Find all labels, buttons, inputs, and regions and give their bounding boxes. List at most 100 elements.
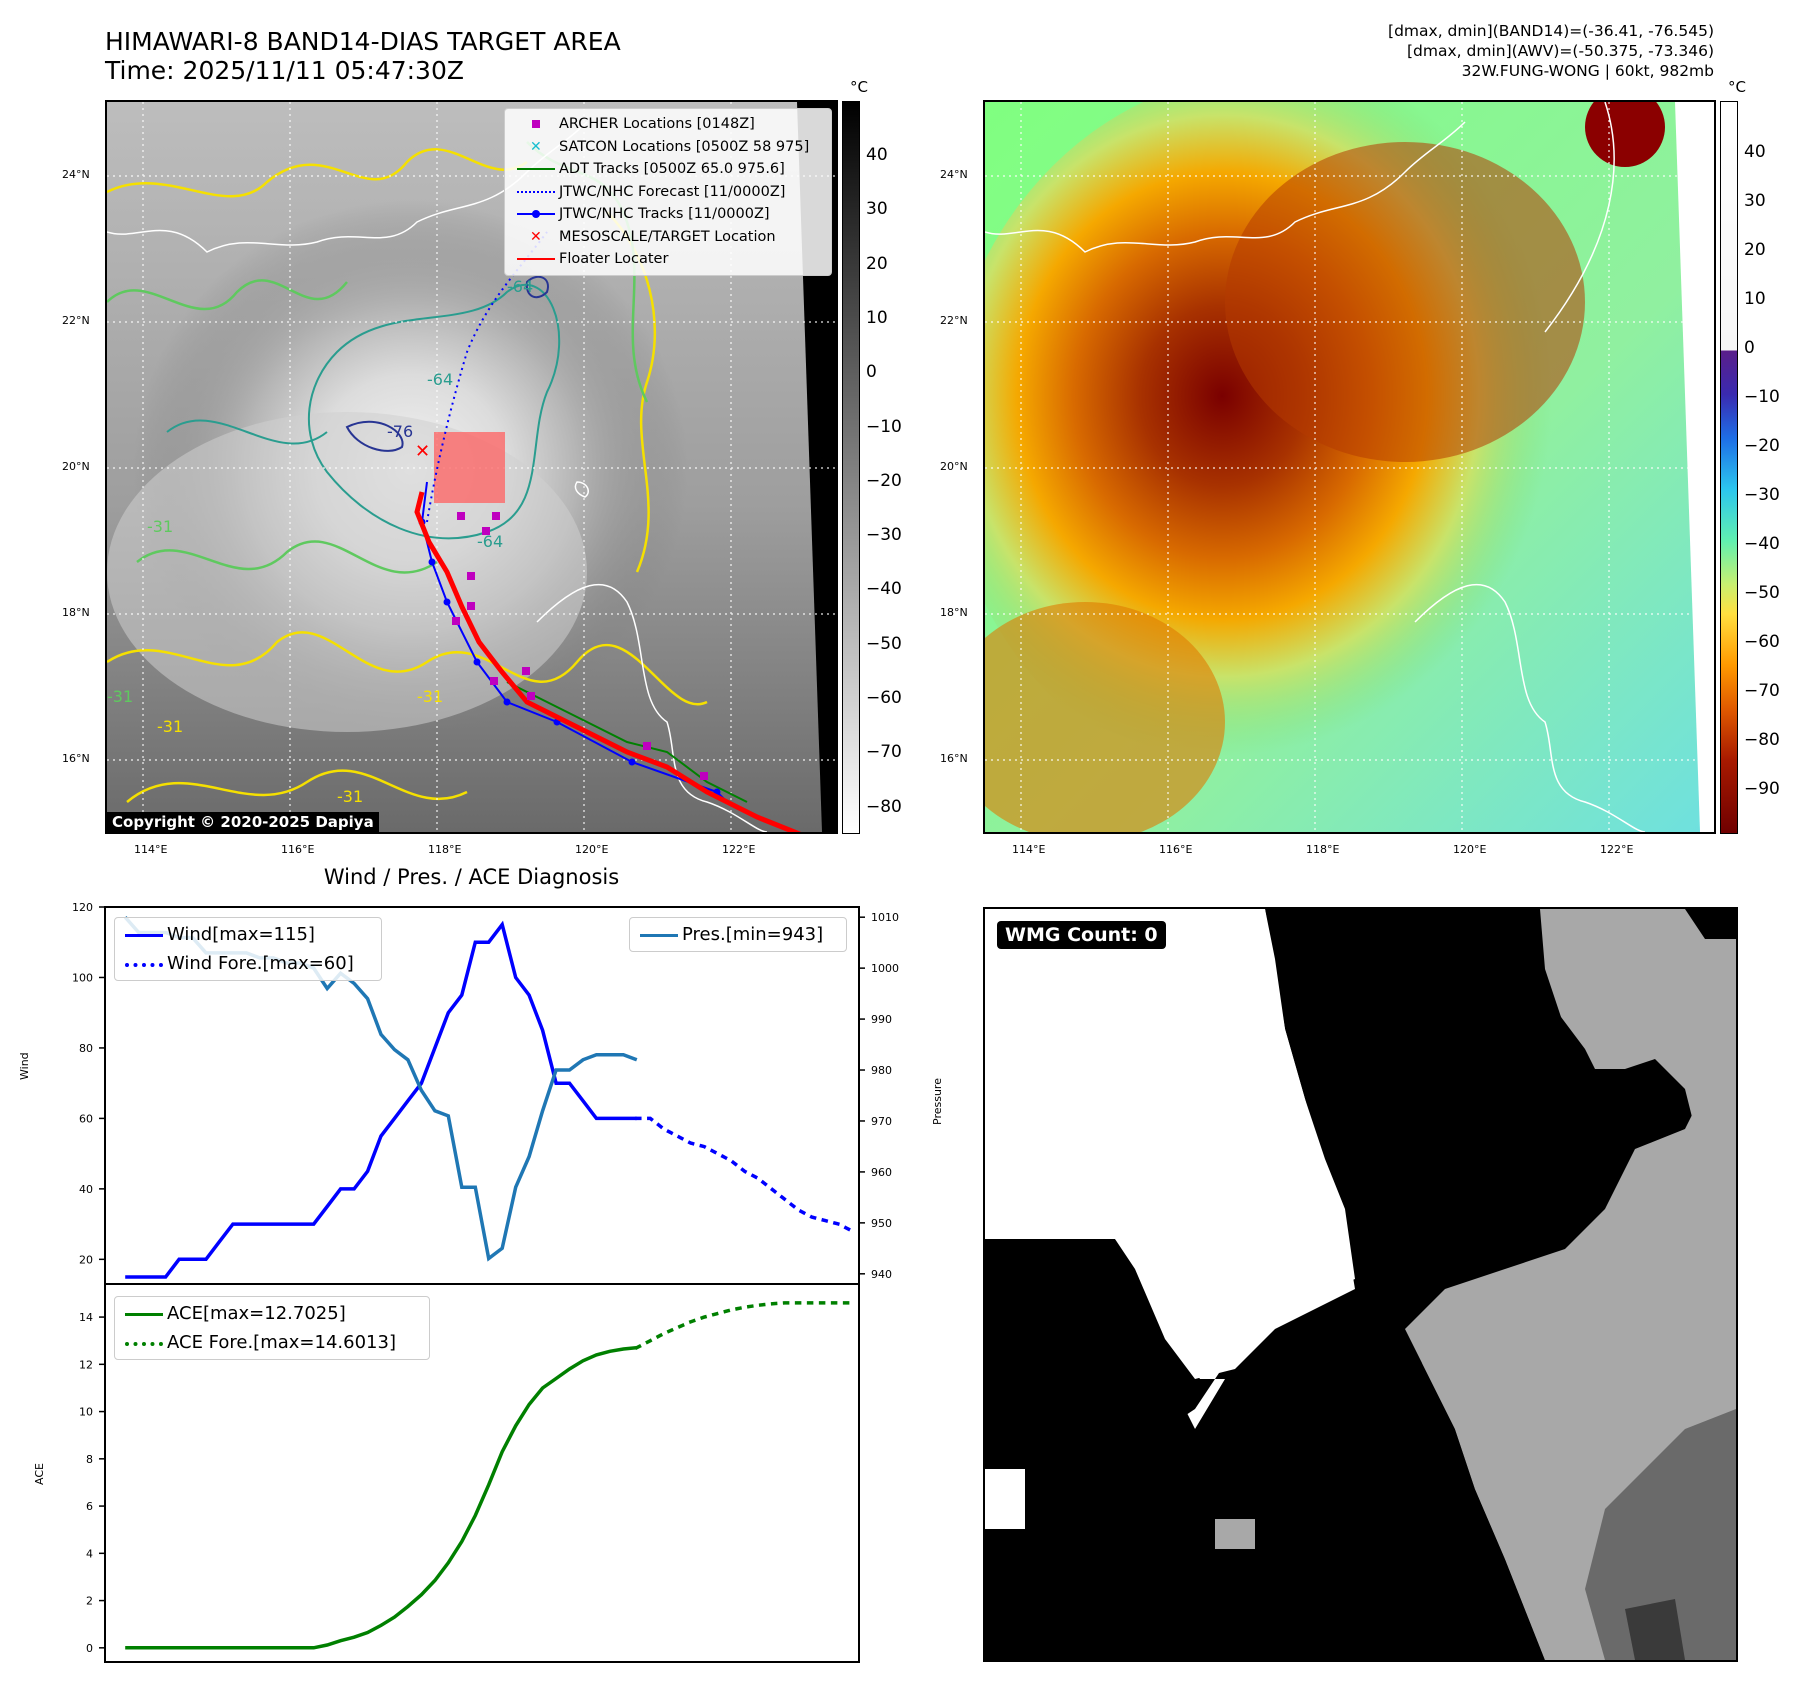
pressure-legend: Pres.[min=943] <box>629 917 847 952</box>
copyright-label: Copyright © 2020-2025 Dapiya <box>107 812 379 832</box>
contour-label: -31 <box>147 517 173 536</box>
colorbar-unit: °C <box>1728 78 1746 96</box>
square-marker-icon <box>515 114 559 134</box>
colorbar-tick-label: 10 <box>866 307 888 328</box>
wmg-image <box>985 909 1736 1660</box>
ace-tick-label: 6 <box>86 1500 93 1513</box>
lat-label: 20°N <box>940 460 968 473</box>
legend-item-wind-forecast: Wind Fore.[max=60] <box>123 949 373 978</box>
lon-label: 114°E <box>134 843 168 856</box>
legend-item-wind: Wind[max=115] <box>123 920 373 949</box>
lat-label: 16°N <box>940 752 968 765</box>
legend-item-jtwc-forecast: JTWC/NHC Forecast [11/0000Z] <box>515 181 821 204</box>
contour-label: -31 <box>337 787 363 806</box>
pressure-axis-label: Pressure <box>931 1078 944 1125</box>
wind-tick-label: 80 <box>79 1042 93 1055</box>
contour-label: -31 <box>157 717 183 736</box>
colorbar-tick-label: −10 <box>866 416 902 437</box>
pressure-tick-label: 990 <box>871 1013 892 1026</box>
adt-track <box>506 681 748 803</box>
floater-locater-track <box>414 491 802 832</box>
colorbar-tick-label: −20 <box>866 470 902 491</box>
dotted-line-icon <box>515 182 559 202</box>
figure-time: Time: 2025/11/11 05:47:30Z <box>105 56 464 85</box>
diagnosis-title: Wind / Pres. / ACE Diagnosis <box>323 865 620 889</box>
legend-item-pressure: Pres.[min=943] <box>638 920 838 949</box>
colorbar-tick-label: −20 <box>1744 436 1780 456</box>
diagnosis-chart: 1201008060402010101000990980970960950940… <box>72 901 899 1663</box>
legend-item-target: ✕ MESOSCALE/TARGET Location <box>515 226 821 249</box>
contour-label: -31 <box>107 687 133 706</box>
solid-line-icon <box>123 925 167 945</box>
ace-tick-label: 4 <box>86 1547 93 1560</box>
pressure-tick-label: 1000 <box>871 962 899 975</box>
pressure-tick-label: 1010 <box>871 911 899 924</box>
lon-label: 114°E <box>1012 843 1046 856</box>
colorbar-tick-label: 30 <box>1744 191 1766 211</box>
pressure-tick-label: 940 <box>871 1268 892 1281</box>
x-marker-icon: ✕ <box>530 228 542 245</box>
colorbar-tick-label: −40 <box>866 579 902 600</box>
wmg-count-badge: WMG Count: 0 <box>997 921 1166 949</box>
lat-label: 24°N <box>62 168 90 181</box>
colorbar-tick-label: −30 <box>1744 485 1780 505</box>
lon-label: 120°E <box>1453 843 1487 856</box>
colorbar-tick-label: −70 <box>1744 681 1780 701</box>
wind-tick-label: 20 <box>79 1253 93 1266</box>
lat-label: 22°N <box>62 314 90 327</box>
band14-map-panel: -64 -64 -76 -31 -31 -31 -31 -31 -64 <box>105 100 838 834</box>
contour-label: -64 <box>507 277 533 296</box>
colorbar-tick-label: −60 <box>1744 632 1780 652</box>
pressure-tick-label: 970 <box>871 1115 892 1128</box>
legend-item-jtwc-tracks: JTWC/NHC Tracks [11/0000Z] <box>515 203 821 226</box>
ace-tick-label: 14 <box>79 1311 93 1324</box>
dotted-line-icon <box>123 954 167 974</box>
awv-colorbar <box>1720 101 1738 834</box>
colorbar-tick-label: −30 <box>866 525 902 546</box>
jtwc-forecast-track <box>426 231 548 523</box>
colorbar-tick-label: −40 <box>1744 534 1780 554</box>
contour-label: -31 <box>417 687 443 706</box>
dotted-line-icon <box>123 1333 167 1353</box>
wind-tick-label: 40 <box>79 1183 93 1196</box>
colorbar-tick-label: −80 <box>866 796 902 817</box>
x-marker-icon: ✕ <box>530 138 542 155</box>
ace-tick-label: 10 <box>79 1406 93 1419</box>
lat-label: 16°N <box>62 752 90 765</box>
colorbar-tick-label: 30 <box>866 199 888 220</box>
colorbar-tick-label: −50 <box>1744 583 1780 603</box>
dmax-awv: [dmax, dmin](AWV)=(-50.375, -73.346) <box>1407 42 1714 60</box>
contour-label: -64 <box>427 370 453 389</box>
wind-forecast-series-line <box>635 1116 855 1234</box>
pressure-tick-label: 950 <box>871 1217 892 1230</box>
storm-info: 32W.FUNG-WONG | 60kt, 982mb <box>1461 62 1714 80</box>
lon-label: 116°E <box>1159 843 1193 856</box>
lon-label: 122°E <box>1600 843 1634 856</box>
contour-label: -64 <box>477 532 503 551</box>
lon-label: 120°E <box>575 843 609 856</box>
ace-forecast-series-line <box>634 1301 855 1351</box>
colorbar-tick-label: 20 <box>1744 240 1766 260</box>
ace-legend: ACE[max=12.7025] ACE Fore.[max=14.6013] <box>114 1296 430 1360</box>
figure-title: HIMAWARI-8 BAND14-DIAS TARGET AREA <box>105 27 621 56</box>
wind-series-line <box>125 920 637 1279</box>
colorbar-tick-label: −60 <box>866 688 902 708</box>
legend-item-archer: ARCHER Locations [0148Z] <box>515 113 821 136</box>
colorbar-tick-label: −50 <box>866 633 902 654</box>
map-legend: ARCHER Locations [0148Z] ✕ SATCON Locatio… <box>504 108 832 276</box>
lon-label: 122°E <box>722 843 756 856</box>
wind-tick-label: 60 <box>79 1112 93 1125</box>
ace-axes <box>104 1283 860 1663</box>
wind-legend: Wind[max=115] Wind Fore.[max=60] <box>114 917 382 981</box>
lat-label: 18°N <box>940 606 968 619</box>
awv-map <box>985 102 1714 832</box>
lat-label: 20°N <box>62 460 90 473</box>
line-dot-icon <box>515 204 559 224</box>
lon-label: 116°E <box>281 843 315 856</box>
legend-item-adt: ADT Tracks [0500Z 65.0 975.6] <box>515 158 821 181</box>
colorbar-tick-label: −70 <box>866 742 902 763</box>
lat-label: 22°N <box>940 314 968 327</box>
band14-colorbar <box>842 101 860 834</box>
ace-axis-label: ACE <box>33 1463 46 1485</box>
lat-label: 18°N <box>62 606 90 619</box>
